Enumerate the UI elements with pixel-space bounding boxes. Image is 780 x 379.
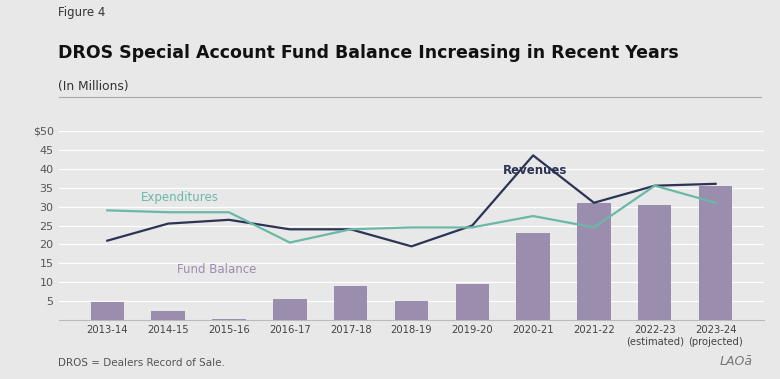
Bar (334, 286, 367, 320)
Bar (456, 284, 489, 320)
Text: DROS Special Account Fund Balance Increasing in Recent Years: DROS Special Account Fund Balance Increa… (58, 44, 679, 61)
Text: Figure 4: Figure 4 (58, 6, 106, 19)
Text: Fund Balance: Fund Balance (177, 263, 257, 276)
Text: LAOā: LAOā (720, 355, 753, 368)
Text: DROS = Dealers Record of Sale.: DROS = Dealers Record of Sale. (58, 358, 225, 368)
Text: (In Millions): (In Millions) (58, 80, 129, 92)
Bar (577, 203, 611, 320)
Bar (151, 311, 185, 320)
Bar (516, 233, 550, 320)
Bar (90, 302, 124, 320)
Text: Revenues: Revenues (502, 164, 567, 177)
Bar (212, 319, 246, 320)
Bar (273, 299, 307, 320)
Bar (395, 301, 428, 320)
Text: Expenditures: Expenditures (140, 191, 218, 204)
Bar (699, 186, 732, 320)
Bar (638, 205, 672, 320)
